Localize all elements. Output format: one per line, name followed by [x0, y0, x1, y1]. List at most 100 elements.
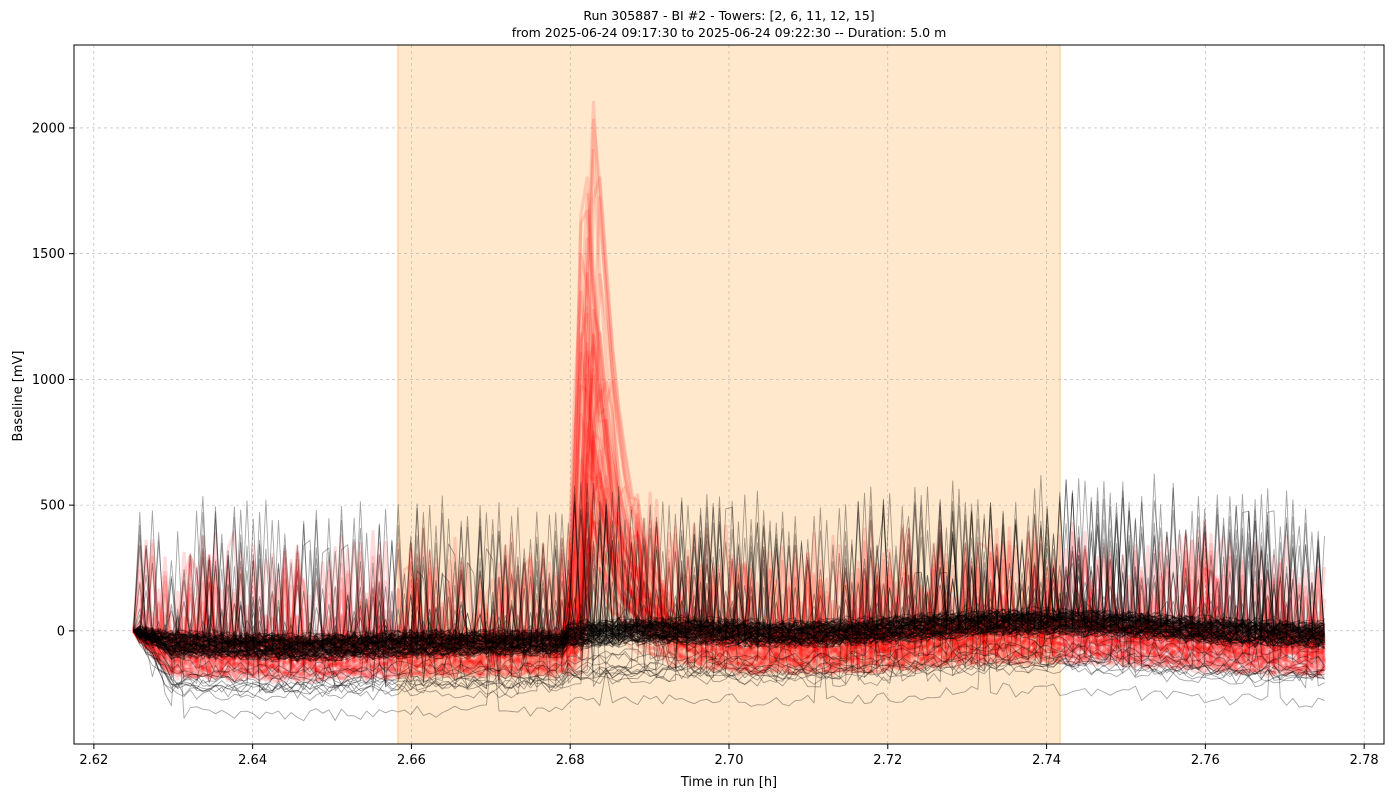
y-tick-label-4: 2000 [32, 121, 65, 136]
red-series-line-25 [133, 448, 1326, 646]
black-series-line-81 [133, 491, 1325, 653]
red-series-line-55 [133, 334, 1325, 656]
black-series-line-96 [133, 511, 1325, 652]
black-series-line-47 [133, 494, 1325, 650]
black-series-line-86 [133, 525, 1325, 647]
red-series-line-8 [131, 192, 1327, 664]
red-series-line-10 [133, 331, 1327, 677]
black-series-line-63 [133, 505, 1325, 646]
red-series-line-36 [133, 412, 1325, 648]
red-series-line-45 [132, 543, 1325, 681]
black-series-line-27 [133, 515, 1325, 645]
y-tick-label-2: 1000 [32, 373, 65, 388]
red-series-line-26 [132, 196, 1326, 671]
red-series-line-57 [132, 308, 1326, 663]
black-series-line-30 [133, 474, 1325, 647]
black-series-line-102 [133, 505, 1325, 662]
black-series-line-35 [133, 478, 1325, 647]
red-series-line-31 [132, 530, 1326, 685]
black-series-line-94 [133, 512, 1325, 656]
black-series-line-5 [133, 536, 1325, 691]
black-series-line-109 [133, 532, 1325, 660]
black-series-line-64 [133, 502, 1325, 651]
red-series-line-2 [132, 176, 1326, 648]
red-series-line-40 [132, 118, 1325, 655]
black-series-line-14 [133, 485, 1325, 648]
red-series-line-32 [133, 373, 1326, 647]
red-series-line-11 [131, 496, 1326, 663]
black-series-line-31 [133, 488, 1325, 653]
y-tick-label-0: 0 [57, 624, 65, 639]
chart-title-line-2: from 2025-06-24 09:17:30 to 2025-06-24 0… [512, 25, 947, 40]
black-series-line-20 [133, 504, 1325, 660]
black-series-line-8 [133, 536, 1325, 695]
red-series-line-27 [132, 469, 1326, 650]
x-tick-label-0: 2.62 [79, 753, 108, 768]
red-series-line-5 [132, 272, 1327, 657]
red-series-line-16 [133, 350, 1326, 655]
black-series-line-6 [133, 550, 1325, 693]
black-series-line-39 [133, 492, 1325, 645]
black-series-line-60 [133, 519, 1325, 663]
black-series-line-53 [133, 506, 1325, 655]
red-series-line-19 [132, 476, 1326, 684]
black-series-line-52 [133, 505, 1325, 658]
black-series-line-38 [133, 507, 1325, 660]
black-series-line-11 [133, 527, 1325, 679]
black-series-line-66 [133, 533, 1325, 656]
black-series-line-74 [133, 506, 1325, 653]
red-series-line-24 [131, 439, 1327, 654]
red-series-line-29 [132, 344, 1326, 685]
black-series-line-40 [133, 505, 1325, 648]
black-series-line-36 [133, 490, 1325, 649]
red-series-line-0 [133, 342, 1327, 670]
red-series-line-33 [131, 389, 1325, 659]
red-series-line-14 [132, 209, 1325, 659]
red-series-line-12 [132, 560, 1326, 682]
black-series-line-46 [133, 494, 1325, 647]
black-series-line-82 [133, 513, 1325, 661]
black-series-line-59 [133, 501, 1325, 656]
black-series-line-7 [133, 517, 1325, 690]
black-series-line-75 [133, 480, 1325, 653]
black-series-line-61 [133, 500, 1325, 657]
black-series-line-37 [133, 517, 1325, 652]
red-series-line-35 [133, 501, 1326, 646]
black-series-line-9 [133, 530, 1325, 687]
black-series-line-98 [133, 517, 1325, 656]
red-series-line-54 [132, 253, 1327, 673]
black-series-line-21 [133, 487, 1325, 655]
black-series-line-85 [133, 501, 1325, 655]
red-series-line-51 [132, 492, 1326, 669]
red-series-line-34 [132, 452, 1326, 674]
black-series-line-23 [133, 507, 1325, 662]
black-series-line-45 [133, 523, 1325, 645]
black-series-line-79 [133, 495, 1325, 646]
black-series-line-28 [133, 501, 1325, 651]
red-series-line-47 [132, 351, 1326, 651]
red-series-line-18 [132, 384, 1326, 662]
black-series-line-73 [133, 501, 1325, 658]
black-series-line-100 [133, 492, 1325, 647]
black-series-line-33 [133, 495, 1325, 644]
black-series-line-65 [133, 510, 1325, 659]
red-series-layer [131, 100, 1327, 685]
black-series-line-103 [133, 481, 1325, 649]
red-series-line-58 [132, 312, 1326, 657]
x-tick-label-8: 2.78 [1350, 753, 1379, 768]
x-tick-label-5: 2.72 [873, 753, 902, 768]
red-series-line-41 [133, 472, 1326, 646]
red-series-line-37 [132, 458, 1326, 682]
black-series-line-19 [133, 501, 1325, 644]
black-series-line-54 [133, 514, 1325, 644]
black-series-line-16 [133, 510, 1325, 651]
black-series-line-24 [133, 510, 1325, 658]
red-series-line-22 [132, 475, 1326, 669]
x-tick-label-6: 2.74 [1032, 753, 1061, 768]
black-series-line-78 [133, 523, 1325, 658]
red-series-line-30 [133, 367, 1327, 656]
black-series-line-29 [133, 487, 1325, 648]
black-series-line-15 [133, 501, 1325, 659]
black-series-line-76 [133, 480, 1325, 649]
